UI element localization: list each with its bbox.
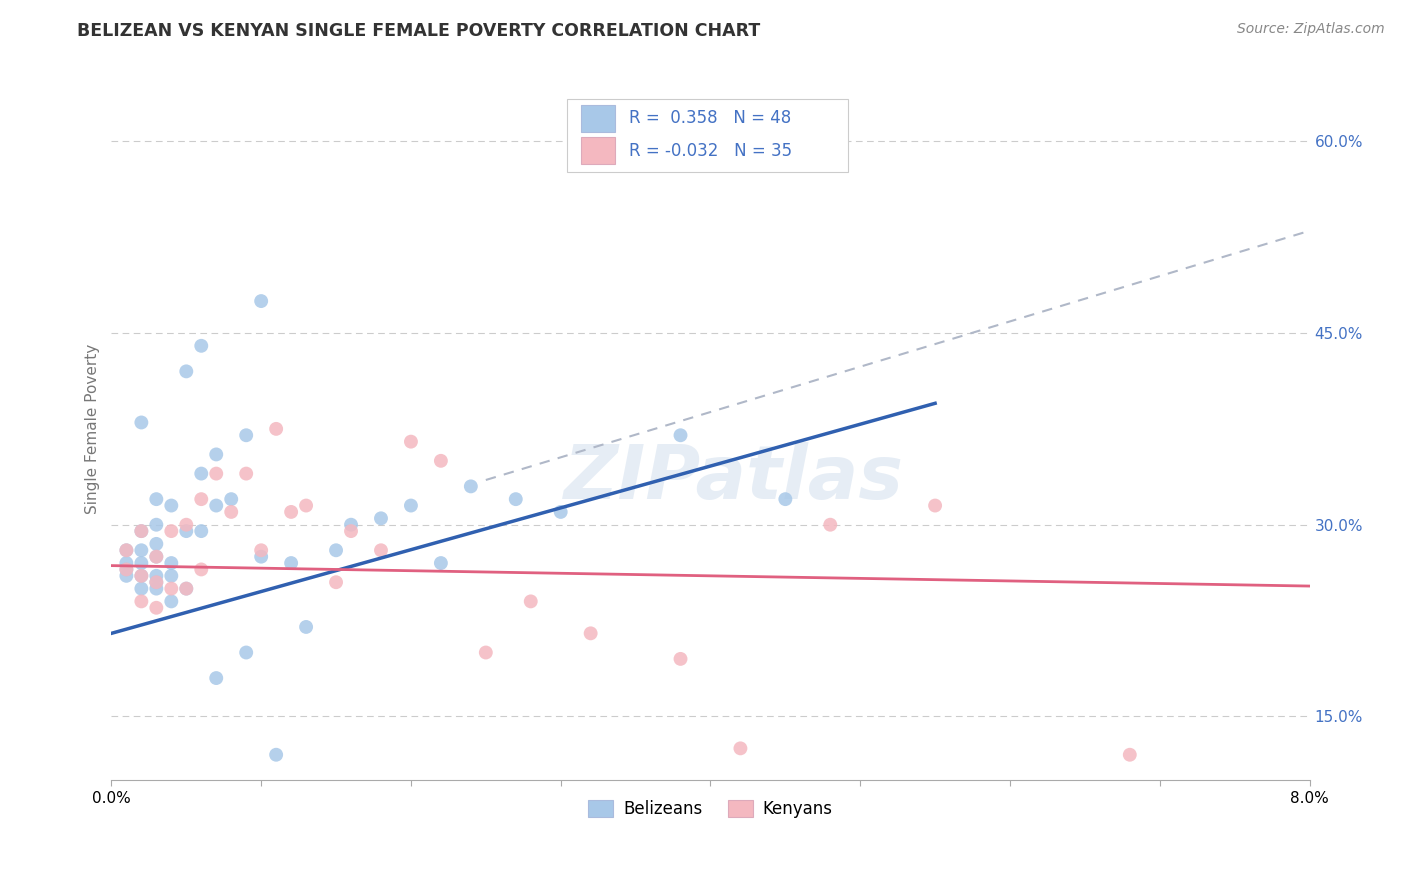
- Point: [775, 492, 797, 507]
- Point: [131, 582, 153, 596]
- Point: [250, 549, 273, 564]
- Point: [370, 543, 392, 558]
- Point: [145, 575, 167, 590]
- Point: [235, 467, 257, 481]
- Point: [115, 562, 138, 576]
- Point: [160, 556, 183, 570]
- Text: BELIZEAN VS KENYAN SINGLE FEMALE POVERTY CORRELATION CHART: BELIZEAN VS KENYAN SINGLE FEMALE POVERTY…: [77, 22, 761, 40]
- Text: R = -0.032   N = 35: R = -0.032 N = 35: [628, 142, 792, 160]
- Text: Source: ZipAtlas.com: Source: ZipAtlas.com: [1237, 22, 1385, 37]
- Point: [174, 364, 197, 378]
- Point: [145, 575, 167, 590]
- Point: [340, 517, 363, 532]
- Point: [325, 543, 347, 558]
- Point: [370, 511, 392, 525]
- Point: [820, 517, 842, 532]
- Point: [145, 569, 167, 583]
- Point: [131, 543, 153, 558]
- Point: [1029, 786, 1052, 800]
- Point: [205, 671, 228, 685]
- Point: [579, 626, 602, 640]
- Point: [160, 569, 183, 583]
- Point: [174, 524, 197, 538]
- Point: [160, 499, 183, 513]
- Point: [924, 499, 946, 513]
- Point: [174, 582, 197, 596]
- Point: [145, 549, 167, 564]
- Point: [460, 479, 482, 493]
- Point: [250, 294, 273, 309]
- FancyBboxPatch shape: [581, 105, 614, 131]
- Point: [145, 582, 167, 596]
- Point: [475, 646, 498, 660]
- Point: [280, 556, 302, 570]
- Point: [115, 569, 138, 583]
- Point: [190, 339, 212, 353]
- Point: [250, 543, 273, 558]
- Point: [145, 537, 167, 551]
- Y-axis label: Single Female Poverty: Single Female Poverty: [86, 343, 100, 514]
- Point: [160, 582, 183, 596]
- Point: [160, 524, 183, 538]
- Point: [550, 505, 572, 519]
- Point: [295, 499, 318, 513]
- Point: [131, 569, 153, 583]
- Legend: Belizeans, Kenyans: Belizeans, Kenyans: [582, 793, 839, 825]
- Point: [519, 594, 541, 608]
- Point: [205, 447, 228, 461]
- Point: [264, 747, 287, 762]
- Point: [280, 505, 302, 519]
- Point: [174, 517, 197, 532]
- Point: [190, 467, 212, 481]
- Point: [669, 652, 692, 666]
- Point: [131, 569, 153, 583]
- Point: [131, 524, 153, 538]
- Point: [131, 524, 153, 538]
- Point: [131, 556, 153, 570]
- Point: [145, 600, 167, 615]
- Point: [219, 505, 242, 519]
- Point: [505, 492, 527, 507]
- Text: ZIPatlas: ZIPatlas: [564, 442, 904, 515]
- Point: [115, 543, 138, 558]
- FancyBboxPatch shape: [581, 137, 614, 164]
- Point: [115, 562, 138, 576]
- Point: [145, 517, 167, 532]
- Point: [115, 556, 138, 570]
- Point: [205, 499, 228, 513]
- Point: [115, 543, 138, 558]
- Point: [205, 467, 228, 481]
- Point: [399, 499, 422, 513]
- Point: [235, 646, 257, 660]
- Point: [430, 454, 453, 468]
- Text: R =  0.358   N = 48: R = 0.358 N = 48: [628, 109, 792, 127]
- Point: [325, 575, 347, 590]
- Point: [430, 556, 453, 570]
- Point: [399, 434, 422, 449]
- Point: [219, 492, 242, 507]
- FancyBboxPatch shape: [567, 98, 848, 172]
- Point: [1119, 747, 1142, 762]
- Point: [160, 594, 183, 608]
- Point: [190, 562, 212, 576]
- Point: [264, 422, 287, 436]
- Point: [730, 741, 752, 756]
- Point: [340, 524, 363, 538]
- Point: [145, 549, 167, 564]
- Point: [131, 416, 153, 430]
- Point: [295, 620, 318, 634]
- Point: [190, 524, 212, 538]
- Point: [145, 492, 167, 507]
- Point: [174, 582, 197, 596]
- Point: [190, 492, 212, 507]
- Point: [669, 428, 692, 442]
- Point: [235, 428, 257, 442]
- Point: [131, 594, 153, 608]
